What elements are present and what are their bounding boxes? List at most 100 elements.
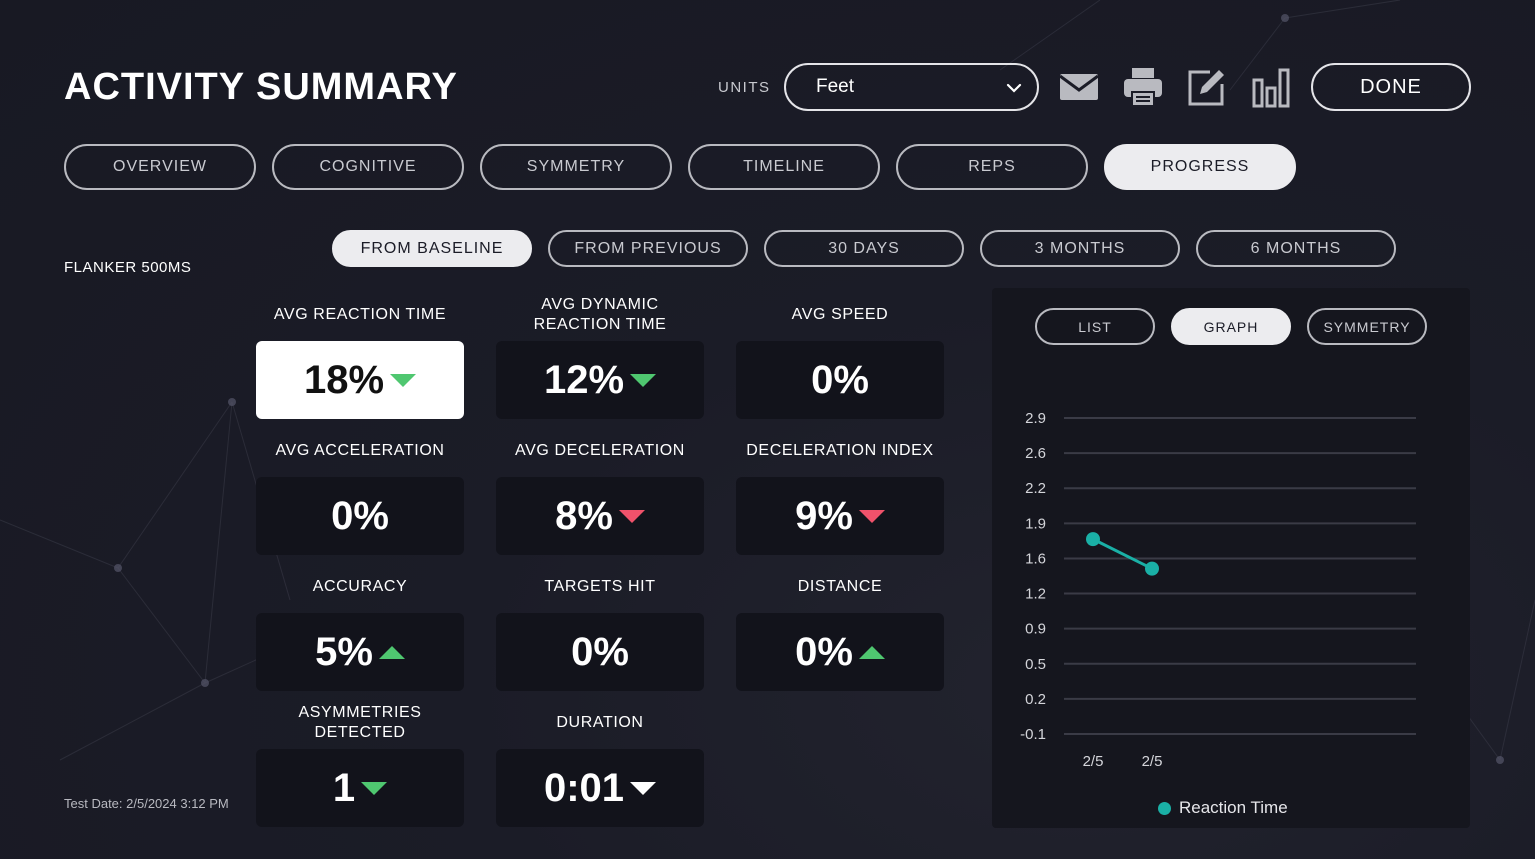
y-tick-label: 0.5 <box>1025 656 1046 673</box>
x-tick-label: 2/5 <box>1142 753 1163 770</box>
metric-duration[interactable]: DURATION 0:01 <box>496 700 704 827</box>
x-tick-label: 2/5 <box>1083 753 1104 770</box>
metric-label: AVG DECELERATION <box>515 442 685 459</box>
view-symmetry-button[interactable]: SYMMETRY <box>1307 308 1427 345</box>
metric-label: ASYMMETRIES DETECTED <box>298 704 422 741</box>
metric-value-box: 0% <box>496 613 704 691</box>
view-list-button[interactable]: LIST <box>1035 308 1155 345</box>
arrow-down-icon <box>858 509 885 523</box>
arrow-up-icon <box>858 645 885 659</box>
units-label: UNITS <box>718 79 771 96</box>
arrow-down-icon <box>361 781 388 795</box>
chevron-down-icon <box>1006 83 1022 93</box>
metric-deceleration-index[interactable]: DECELERATION INDEX 9% <box>736 428 944 555</box>
metric-avg-reaction-time[interactable]: AVG REACTION TIME 18% <box>256 292 464 419</box>
tab-cognitive[interactable]: COGNITIVE <box>272 144 464 190</box>
data-point[interactable] <box>1145 561 1159 576</box>
metric-accuracy[interactable]: ACCURACY 5% <box>256 564 464 691</box>
arrow-down-icon <box>630 781 657 795</box>
legend-dot <box>1158 801 1171 815</box>
page-title: ACTIVITY SUMMARY <box>64 66 458 108</box>
tab-reps[interactable]: REPS <box>896 144 1088 190</box>
metric-label: AVG SPEED <box>791 306 889 323</box>
metric-targets-hit[interactable]: TARGETS HIT 0% <box>496 564 704 691</box>
metric-value-box: 0% <box>736 341 944 419</box>
metric-value: 9% <box>795 493 853 538</box>
metric-value-box: 12% <box>496 341 704 419</box>
metric-value: 1 <box>332 765 356 810</box>
reaction-time-chart: 2.9 2.6 2.2 1.9 1.6 1.2 0.9 0.5 0.2 -0.1 2/5 2/5 <box>1020 410 1416 770</box>
metric-label: DURATION <box>556 714 644 731</box>
y-tick-label: -0.1 <box>1020 726 1046 743</box>
view-toggles: LIST GRAPH SYMMETRY <box>1035 308 1427 345</box>
metric-avg-dynamic-reaction-time[interactable]: AVG DYNAMIC REACTION TIME 12% <box>496 292 704 419</box>
done-button[interactable]: DONE <box>1311 63 1471 111</box>
metric-value: 18% <box>303 357 385 402</box>
metric-value: 5% <box>315 629 373 674</box>
metric-value-box: 18% <box>256 341 464 419</box>
arrow-down-icon <box>630 373 657 387</box>
metric-label: AVG ACCELERATION <box>275 442 445 459</box>
range-from-baseline[interactable]: FROM BASELINE <box>332 230 532 267</box>
y-tick-label: 2.2 <box>1025 480 1046 497</box>
tab-progress[interactable]: PROGRESS <box>1104 144 1296 190</box>
metric-value-box: 0:01 <box>496 749 704 827</box>
arrow-down-icon <box>390 373 417 387</box>
y-tick-label: 2.9 <box>1025 410 1046 427</box>
graph-panel: LIST GRAPH SYMMETRY 2.9 2.6 2.2 1.9 1.6 1.2 0.… <box>992 288 1470 828</box>
metric-label: AVG REACTION TIME <box>273 306 447 323</box>
metric-avg-acceleration[interactable]: AVG ACCELERATION 0% <box>256 428 464 555</box>
y-tick-label: 0.9 <box>1025 621 1046 638</box>
metric-label: AVG DYNAMIC REACTION TIME <box>533 296 667 333</box>
email-icon[interactable] <box>1058 66 1100 108</box>
tab-timeline[interactable]: TIMELINE <box>688 144 880 190</box>
metric-label: DISTANCE <box>797 578 883 595</box>
metric-asymmetries-detected[interactable]: ASYMMETRIES DETECTED 1 <box>256 700 464 827</box>
series-line <box>1092 537 1153 570</box>
arrow-down-icon <box>618 509 645 523</box>
range-30-days[interactable]: 30 DAYS <box>764 230 964 267</box>
arrow-up-icon <box>378 645 405 659</box>
units-select-value: Feet <box>816 76 855 97</box>
metric-value: 0:01 <box>543 765 625 810</box>
metric-label: ACCURACY <box>312 578 408 595</box>
metric-value: 0% <box>331 493 389 538</box>
metric-avg-speed[interactable]: AVG SPEED 0% <box>736 292 944 419</box>
range-6-months[interactable]: 6 MONTHS <box>1196 230 1396 267</box>
bar-chart-icon[interactable] <box>1250 66 1292 108</box>
y-tick-label: 1.6 <box>1025 550 1046 567</box>
data-point[interactable] <box>1086 532 1100 547</box>
metric-value: 0% <box>811 357 869 402</box>
range-from-previous[interactable]: FROM PREVIOUS <box>548 230 748 267</box>
tab-symmetry[interactable]: SYMMETRY <box>480 144 672 190</box>
tab-overview[interactable]: OVERVIEW <box>64 144 256 190</box>
metric-value: 0% <box>571 629 629 674</box>
metric-distance[interactable]: DISTANCE 0% <box>736 564 944 691</box>
range-filters: FROM BASELINE FROM PREVIOUS 30 DAYS 3 MO… <box>332 230 1396 267</box>
units-select[interactable]: Feet <box>784 63 1039 111</box>
print-icon[interactable] <box>1122 66 1164 108</box>
y-tick-label: 0.2 <box>1025 691 1046 708</box>
metric-value: 12% <box>543 357 625 402</box>
metric-avg-deceleration[interactable]: AVG DECELERATION 8% <box>496 428 704 555</box>
range-3-months[interactable]: 3 MONTHS <box>980 230 1180 267</box>
test-date: Test Date: 2/5/2024 3:12 PM <box>64 796 229 811</box>
chart-legend: Reaction Time <box>1158 798 1288 818</box>
metric-label: DECELERATION INDEX <box>746 442 934 459</box>
legend-label: Reaction Time <box>1179 798 1288 817</box>
edit-icon[interactable] <box>1186 66 1228 108</box>
activity-name: FLANKER 500MS <box>64 259 192 276</box>
section-tabs: OVERVIEW COGNITIVE SYMMETRY TIMELINE REP… <box>64 144 1296 190</box>
metric-value-box: 0% <box>736 613 944 691</box>
metric-value-box: 5% <box>256 613 464 691</box>
metric-value-box: 9% <box>736 477 944 555</box>
y-tick-label: 2.6 <box>1025 445 1046 462</box>
metric-value: 0% <box>795 629 853 674</box>
metric-value-box: 1 <box>256 749 464 827</box>
y-tick-label: 1.9 <box>1025 515 1046 532</box>
y-tick-label: 1.2 <box>1025 586 1046 603</box>
metric-value-box: 0% <box>256 477 464 555</box>
metric-value: 8% <box>555 493 613 538</box>
metric-value-box: 8% <box>496 477 704 555</box>
view-graph-button[interactable]: GRAPH <box>1171 308 1291 345</box>
